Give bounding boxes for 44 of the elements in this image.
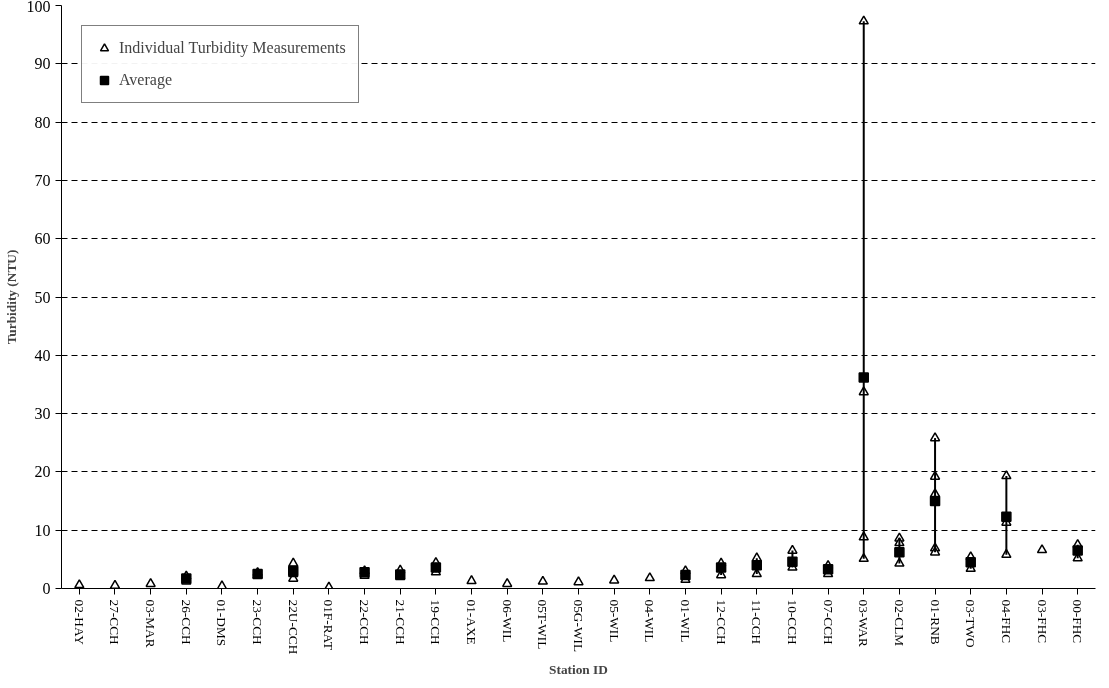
x-tick-label: 19-CCH	[428, 599, 444, 646]
x-tick-label: 01-DMS	[214, 599, 230, 647]
x-tick-label: 00-FHC	[1070, 599, 1086, 644]
x-tick-label: 22U-CCH	[285, 599, 301, 655]
y-tick-label: 10	[34, 521, 51, 539]
x-tick-label: 03-MAR	[143, 599, 159, 648]
x-tick-label: 01-AXE	[464, 599, 480, 645]
x-tick-label: 22-CCH	[357, 599, 373, 646]
x-tick-label: 10-CCH	[784, 599, 800, 646]
x-tick-label: 12-CCH	[713, 599, 729, 646]
y-axis-title: Turbidity (NTU)	[3, 249, 19, 345]
x-axis-title: Station ID	[549, 662, 608, 678]
legend-label: Average	[119, 71, 172, 89]
y-tick-label: 70	[34, 171, 51, 189]
x-tick-label: 27-CCH	[107, 599, 123, 646]
y-tick-label: 100	[26, 0, 51, 15]
y-tick-label: 30	[34, 405, 51, 423]
y-tick-label: 40	[34, 346, 51, 364]
y-tick-label: 60	[34, 230, 51, 248]
x-tick-label: 26-CCH	[178, 599, 194, 646]
x-tick-label: 01F-RAT	[321, 599, 337, 650]
x-tick-label: 01-WIL	[677, 599, 693, 643]
x-tick-label: 21-CCH	[392, 599, 408, 646]
x-tick-label: 02-CLM	[891, 599, 907, 647]
x-tick-label: 01-RNB	[927, 599, 943, 645]
x-tick-label: 03-WAR	[856, 599, 872, 647]
x-tick-label: 04-FHC	[998, 599, 1014, 644]
y-tick-label: 50	[34, 288, 51, 306]
y-tick-label: 20	[34, 463, 51, 481]
x-tick-label: 07-CCH	[820, 599, 836, 646]
x-tick-label: 02-HAY	[71, 599, 87, 646]
legend-label: Individual Turbidity Measurements	[119, 39, 346, 57]
x-tick-label: 05G-WIL	[571, 599, 586, 653]
x-tick-label: 03-FHC	[1034, 599, 1050, 644]
x-tick-label: 05-WIL	[606, 599, 622, 643]
x-tick-label: 06-WIL	[499, 599, 515, 643]
x-tick-label: 11-CCH	[749, 599, 765, 645]
x-tick-label: 03-TWO	[963, 599, 979, 648]
y-tick-label: 80	[34, 113, 51, 131]
y-tick-label: 90	[34, 55, 51, 73]
x-tick-label: 05T-WIL	[535, 599, 551, 650]
y-tick-label: 0	[42, 580, 51, 597]
x-tick-label: 23-CCH	[250, 599, 266, 646]
x-tick-label: 04-WIL	[642, 599, 658, 643]
